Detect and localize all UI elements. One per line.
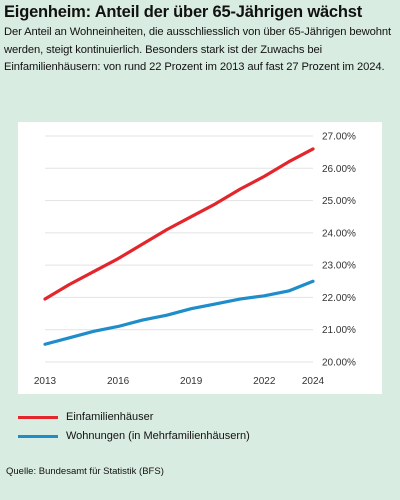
x-tick-label: 2019 (180, 376, 203, 387)
y-tick-label: 26.00% (322, 164, 356, 175)
chart-subtitle: Der Anteil an Wohneinheiten, die ausschl… (4, 26, 392, 73)
legend-item-einfamilienhaeuser: Einfamilienhäuser (18, 408, 382, 426)
line-chart: 27.00% 26.00% 25.00% 24.00% 23.00% 22.00% 21.0… (34, 132, 356, 388)
x-tick-label: 2013 (34, 376, 57, 387)
y-tick-label: 22.00% (322, 293, 356, 304)
x-tick-label: 2024 (302, 376, 325, 387)
legend-swatch-einfamilienhaeuser (18, 415, 58, 419)
y-tick-label: 20.00% (322, 358, 356, 369)
legend-item-wohnungen: Wohnungen (in Mehrfamilienhäusern) (18, 427, 382, 445)
y-tick-label: 24.00% (322, 228, 356, 239)
legend-label-wohnungen: Wohnungen (in Mehrfamilienhäusern) (66, 430, 250, 442)
x-tick-label: 2022 (253, 376, 276, 387)
x-tick-label: 2016 (107, 376, 130, 387)
chart-panel: 27.00% 26.00% 25.00% 24.00% 23.00% 22.00% 21.0… (18, 122, 382, 394)
y-tick-label: 21.00% (322, 325, 356, 336)
series-line-einfamilienhaeuser (43, 147, 315, 301)
series-line-wohnungen (43, 279, 315, 346)
legend-swatch-wohnungen (18, 434, 58, 438)
legend: Einfamilienhäuser Wohnungen (in Mehrfami… (18, 408, 382, 446)
chart-title: Eigenheim: Anteil der über 65-Jährigen w… (0, 0, 400, 24)
y-tick-label: 23.00% (322, 261, 356, 272)
legend-label-einfamilienhaeuser: Einfamilienhäuser (66, 411, 154, 423)
y-tick-label: 27.00% (322, 132, 356, 143)
y-tick-label: 25.00% (322, 196, 356, 207)
source-note: Quelle: Bundesamt für Statistik (BFS) (6, 466, 164, 477)
